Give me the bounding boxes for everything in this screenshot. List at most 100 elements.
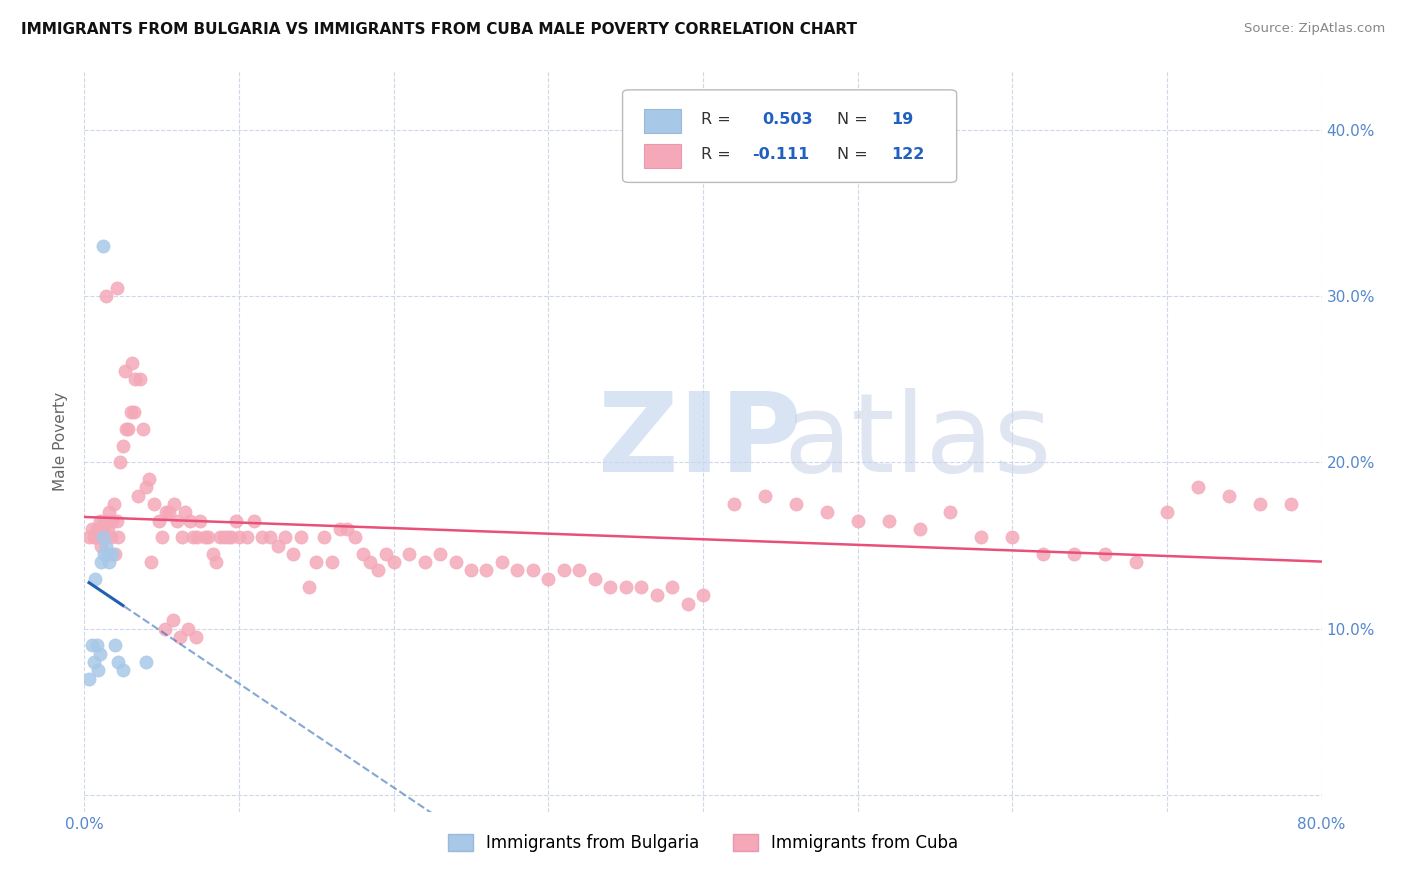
Point [475,564,498,578]
Point [197,530,219,544]
Point [305,555,328,569]
Point [352,547,374,561]
Point [100,530,122,544]
Point [290,530,312,544]
Point [98,505,121,519]
Point [444,555,467,569]
Point [491,555,513,569]
Point [177,622,200,636]
Point [112,663,135,677]
Point [228,530,250,544]
Point [98,555,121,569]
Point [321,555,343,569]
Point [112,439,135,453]
Point [343,530,366,544]
Point [143,497,166,511]
Point [205,555,228,569]
Point [91,530,114,544]
Point [138,472,160,486]
Point [93,547,115,561]
Point [413,555,436,569]
Point [93,514,115,528]
Point [661,580,683,594]
Point [367,564,389,578]
Point [188,514,211,528]
Point [1094,547,1116,561]
Point [107,530,129,544]
Point [225,514,247,528]
Point [135,655,157,669]
Point [217,530,239,544]
Point [754,489,776,503]
Point [86,638,108,652]
Point [297,580,319,594]
Point [583,572,606,586]
Point [614,580,637,594]
Point [96,522,118,536]
Point [194,530,217,544]
Point [785,497,807,511]
Text: -0.111: -0.111 [752,147,810,161]
Point [170,530,193,544]
Point [162,614,184,628]
Point [201,547,224,561]
Point [114,364,136,378]
Point [155,505,177,519]
Point [179,514,201,528]
Point [82,522,104,536]
Point [108,455,131,469]
Point [1156,505,1178,519]
Point [398,547,420,561]
Point [90,555,112,569]
Point [84,572,107,586]
Point [336,522,359,536]
Point [939,505,962,519]
Point [120,405,142,419]
Text: R =: R = [700,112,735,127]
Point [1279,497,1302,511]
Point [132,422,155,436]
Point [77,530,100,544]
Y-axis label: Male Poverty: Male Poverty [53,392,69,491]
Point [908,522,931,536]
Point [1125,555,1147,569]
Point [382,555,405,569]
Point [101,547,124,561]
Point [815,505,838,519]
Point [150,530,173,544]
Point [568,564,591,578]
Point [599,580,621,594]
Point [174,505,197,519]
Point [692,589,714,603]
Point [89,514,111,528]
Point [877,514,900,528]
Text: IMMIGRANTS FROM BULGARIA VS IMMIGRANTS FROM CUBA MALE POVERTY CORRELATION CHART: IMMIGRANTS FROM BULGARIA VS IMMIGRANTS F… [21,22,858,37]
Point [104,638,127,652]
Point [127,489,149,503]
Point [117,422,139,436]
Text: 19: 19 [891,112,914,127]
Point [122,405,145,419]
Point [219,530,242,544]
Point [506,564,529,578]
Point [429,547,451,561]
Point [250,530,273,544]
Point [630,580,652,594]
Point [107,655,129,669]
Point [94,289,117,303]
Point [374,547,398,561]
Point [105,514,128,528]
Point [105,280,128,294]
Point [103,497,125,511]
Point [163,497,186,511]
Point [83,530,105,544]
Point [124,372,146,386]
Point [186,530,208,544]
Text: 122: 122 [891,147,924,161]
Point [235,530,259,544]
Point [723,497,745,511]
Point [148,514,170,528]
Text: Source: ZipAtlas.com: Source: ZipAtlas.com [1244,22,1385,36]
Point [169,630,191,644]
Point [135,480,157,494]
